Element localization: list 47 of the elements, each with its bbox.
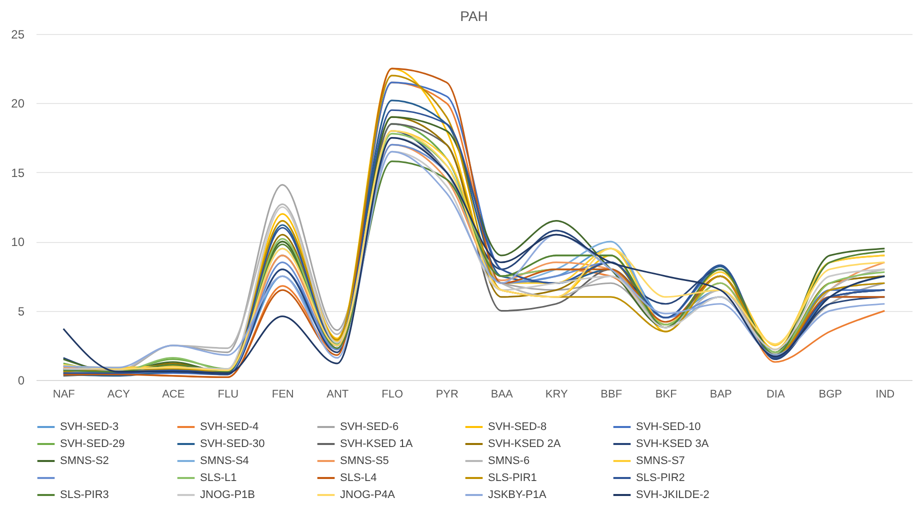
legend-label: SLS-L4 — [340, 472, 377, 484]
legend-label: SLS-L1 — [200, 472, 237, 484]
x-tick-label: BBF — [600, 388, 622, 400]
x-tick-label: NAF — [52, 388, 76, 400]
legend-label: SVH-KSED 3A — [636, 438, 710, 450]
x-tick-label: BKF — [655, 388, 678, 400]
y-tick-label: 15 — [11, 166, 25, 180]
x-tick-label: BAA — [490, 388, 514, 400]
legend-label: SMNS-S4 — [200, 455, 249, 467]
legend-label: SVH-SED-30 — [200, 438, 265, 450]
legend-label: SVH-SED-29 — [60, 438, 125, 450]
x-tick-label: PYR — [436, 388, 458, 400]
y-tick-label: 20 — [11, 96, 25, 111]
legend-label: SLS-PIR3 — [60, 489, 109, 501]
legend-label: JSKBY-P1A — [488, 489, 547, 501]
legend-label: SVH-KSED 2A — [488, 438, 562, 450]
x-tick-label: DIA — [766, 388, 786, 400]
legend-label: SMNS-S5 — [340, 455, 389, 467]
chart-title: PAH — [460, 8, 488, 24]
y-tick-label: 0 — [18, 374, 25, 388]
legend-label: SVH-SED-8 — [488, 421, 547, 433]
x-tick-label: ACY — [107, 388, 131, 400]
x-tick-label: FLO — [382, 388, 404, 400]
x-tick-label: FLU — [218, 388, 239, 400]
legend-label: SVH-SED-10 — [636, 421, 701, 433]
x-tick-label: FEN — [272, 388, 294, 400]
legend-label: SVH-KSED 1A — [340, 438, 414, 450]
y-tick-label: 25 — [11, 28, 25, 42]
x-tick-label: ANT — [326, 388, 349, 400]
x-tick-label: IND — [876, 388, 895, 400]
legend-label: SVH-JKILDE-2 — [636, 489, 710, 501]
x-tick-label: BAP — [710, 388, 732, 400]
legend-label: JNOG-P1B — [200, 489, 256, 501]
legend-label: SVH-SED-3 — [60, 421, 119, 433]
y-tick-label: 5 — [18, 304, 25, 318]
legend-label: SMNS-S7 — [636, 455, 685, 467]
x-tick-label: KRY — [545, 388, 568, 400]
legend-label: JNOG-P4A — [340, 489, 396, 501]
legend-label: SVH-SED-6 — [340, 421, 399, 433]
x-tick-label: BGP — [818, 388, 842, 400]
legend-label: SMNS-S2 — [60, 455, 109, 467]
x-tick-label: ACE — [162, 388, 185, 400]
legend-label: SLS-PIR2 — [636, 472, 685, 484]
legend-label: SLS-PIR1 — [488, 472, 537, 484]
legend-label: SMNS-6 — [488, 455, 530, 467]
legend-label: SVH-SED-4 — [200, 421, 259, 433]
y-tick-label: 10 — [11, 235, 25, 250]
